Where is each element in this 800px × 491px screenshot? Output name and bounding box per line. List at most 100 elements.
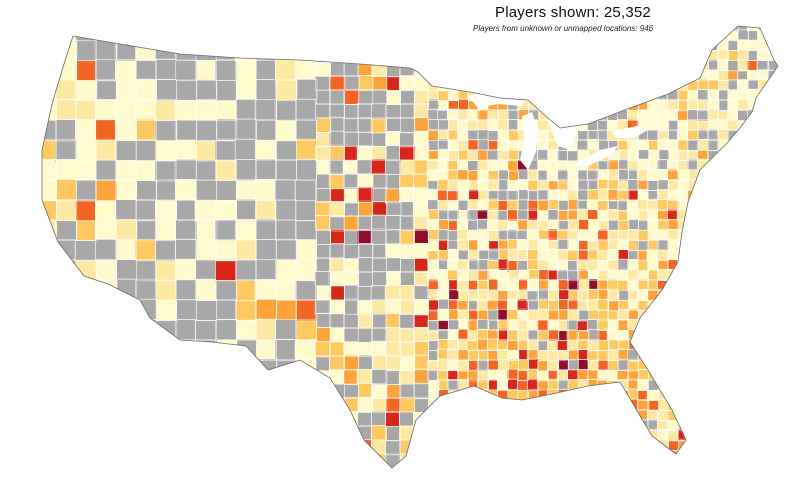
county-cell (667, 160, 679, 172)
county-cell (787, 330, 798, 341)
county-border (657, 458, 668, 468)
county-cell (678, 300, 690, 312)
county-border (344, 384, 359, 399)
county-border (708, 26, 719, 30)
county-cell (678, 89, 690, 101)
county-cell (386, 327, 402, 343)
county-border (716, 26, 728, 31)
county-cell (487, 69, 499, 81)
county-cell (587, 89, 599, 101)
county-border (697, 309, 709, 320)
county-border (497, 270, 508, 281)
county-border (667, 26, 679, 31)
county-border (769, 470, 779, 480)
county-cell (789, 111, 800, 122)
county-cell (738, 310, 750, 322)
county-border (96, 380, 117, 401)
county-border (115, 99, 136, 120)
county-cell (457, 439, 469, 451)
county-border (617, 39, 628, 51)
county-cell (448, 120, 460, 131)
county-cell (597, 120, 609, 132)
county-cell (357, 159, 372, 175)
county-cell (698, 129, 710, 141)
county-cell (628, 419, 640, 431)
county-cell (116, 459, 138, 468)
county-cell (607, 40, 619, 52)
county-border (175, 460, 196, 468)
county-cell (698, 400, 710, 412)
county-border (638, 340, 650, 351)
county-cell (658, 339, 670, 351)
county-cell (414, 355, 430, 370)
county-border (448, 319, 459, 331)
county-cell (627, 259, 639, 271)
county-border (254, 279, 276, 300)
county-cell (597, 279, 609, 291)
county-cell (727, 219, 739, 231)
county-border (758, 259, 769, 271)
county-cell (371, 230, 387, 246)
county-cell (709, 210, 720, 222)
county-cell (599, 469, 610, 480)
county-cell (75, 380, 97, 402)
county-cell (617, 110, 629, 122)
county-cell (687, 109, 699, 121)
county-cell (537, 360, 549, 372)
county-border (708, 120, 720, 131)
county-cell (508, 170, 520, 182)
county-cell (414, 383, 430, 399)
county-cell (758, 410, 769, 422)
county-cell (488, 39, 500, 51)
county-cell (727, 329, 739, 341)
county-border (315, 341, 330, 356)
county-cell (527, 220, 539, 232)
county-cell (617, 239, 629, 251)
county-border (296, 458, 317, 468)
county-cell (587, 59, 599, 71)
county-border (276, 420, 298, 441)
county-border (497, 400, 509, 412)
county-cell (748, 459, 760, 468)
county-cell (747, 349, 759, 361)
county-border (294, 260, 316, 282)
county-border (627, 438, 639, 450)
county-border (568, 390, 579, 402)
county-cell (668, 269, 680, 281)
county-cell (517, 380, 529, 392)
county-border (497, 290, 508, 301)
county-border (385, 284, 400, 300)
county-cell (697, 260, 709, 272)
county-cell (488, 359, 500, 371)
county-cell (777, 89, 778, 101)
county-border (547, 99, 559, 111)
county-cell (668, 249, 680, 261)
county-border (537, 99, 549, 110)
county-cell (96, 420, 117, 442)
county-border (497, 258, 509, 270)
county-border (768, 60, 778, 71)
county-border (567, 48, 579, 60)
county-cell (777, 26, 778, 31)
county-cell (235, 240, 257, 262)
county-border (316, 132, 332, 147)
county-cell (649, 471, 660, 482)
county-border (716, 379, 728, 390)
county-cell (587, 120, 599, 132)
county-border (467, 199, 479, 210)
county-cell (567, 369, 579, 381)
county-border (738, 419, 749, 430)
county-cell (115, 120, 137, 142)
county-cell (344, 258, 360, 274)
county-cell (276, 260, 298, 282)
county-border (577, 69, 589, 80)
county-border (758, 279, 770, 290)
county-border (767, 230, 778, 241)
county-cell (296, 220, 318, 242)
county-cell (507, 49, 519, 61)
county-cell (458, 200, 469, 212)
county-cell (728, 140, 740, 152)
county-cell (427, 69, 439, 81)
county-cell (728, 26, 740, 31)
county-border (728, 310, 739, 322)
